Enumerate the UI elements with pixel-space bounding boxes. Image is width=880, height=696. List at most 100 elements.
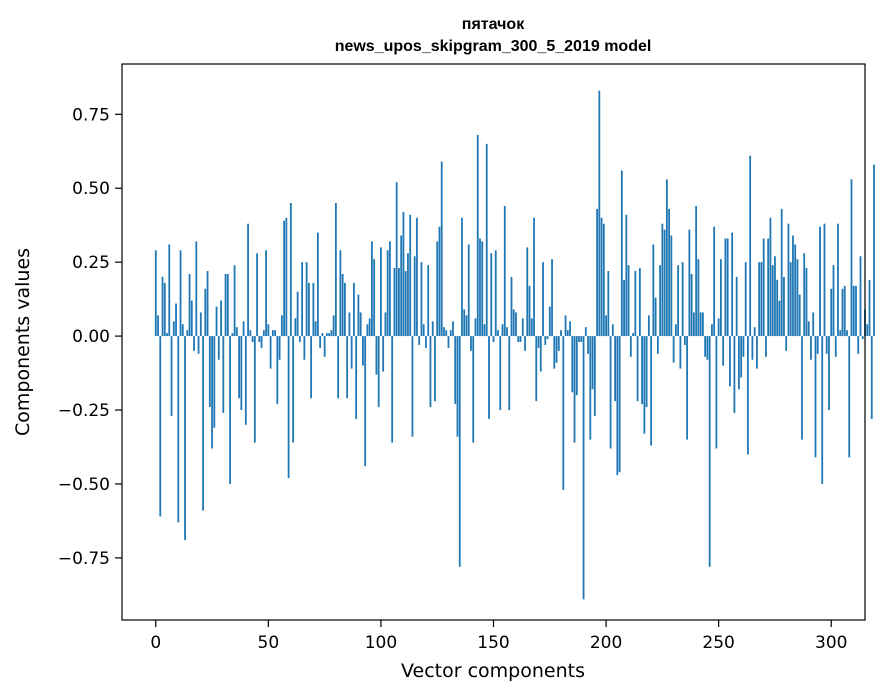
bar bbox=[382, 336, 385, 372]
bar bbox=[217, 336, 220, 360]
bar bbox=[161, 276, 164, 337]
bar bbox=[756, 336, 758, 369]
bar bbox=[562, 336, 565, 490]
bar bbox=[240, 336, 243, 411]
bar bbox=[747, 336, 749, 455]
bar bbox=[566, 330, 569, 337]
x-tick-label: 100 bbox=[365, 633, 397, 653]
bar bbox=[738, 336, 740, 390]
bar bbox=[384, 312, 387, 337]
bar bbox=[208, 336, 211, 408]
bar bbox=[211, 336, 213, 449]
bar bbox=[269, 336, 272, 369]
bar bbox=[213, 336, 216, 428]
bar bbox=[197, 336, 200, 354]
bar bbox=[722, 336, 725, 366]
bar bbox=[778, 300, 781, 337]
bar bbox=[690, 273, 693, 337]
bar bbox=[555, 336, 558, 363]
bar bbox=[512, 309, 515, 337]
bar bbox=[868, 279, 871, 337]
bar bbox=[172, 321, 175, 337]
bar bbox=[465, 315, 468, 337]
bar bbox=[438, 226, 441, 337]
bar bbox=[312, 282, 315, 337]
bar bbox=[389, 241, 391, 337]
bar bbox=[373, 259, 376, 337]
bar bbox=[368, 318, 371, 337]
bar bbox=[661, 223, 664, 337]
bar bbox=[449, 330, 452, 337]
bar bbox=[344, 282, 346, 337]
bar bbox=[699, 312, 702, 337]
bar bbox=[285, 217, 288, 337]
y-tick-label: 0.00 bbox=[72, 327, 110, 347]
bar bbox=[247, 223, 249, 337]
x-tick-label: 0 bbox=[150, 633, 161, 653]
bar bbox=[821, 336, 824, 484]
bar bbox=[481, 241, 484, 337]
bar bbox=[634, 271, 637, 337]
bar bbox=[805, 268, 808, 337]
bar bbox=[713, 226, 716, 337]
bar bbox=[735, 276, 738, 337]
bar bbox=[787, 223, 790, 337]
bar bbox=[674, 324, 677, 337]
bar bbox=[668, 208, 671, 337]
bar bbox=[521, 318, 524, 337]
y-tick-label: 0.50 bbox=[72, 179, 110, 199]
bar bbox=[524, 336, 526, 351]
bar bbox=[193, 336, 195, 351]
bar bbox=[605, 315, 607, 337]
bar bbox=[443, 327, 445, 337]
bar bbox=[188, 273, 191, 337]
bar bbox=[776, 279, 779, 337]
bar bbox=[260, 336, 263, 348]
bar bbox=[341, 273, 344, 337]
bar bbox=[168, 244, 171, 337]
bar bbox=[472, 336, 475, 443]
bar bbox=[546, 336, 549, 340]
bar bbox=[654, 297, 657, 337]
bar bbox=[526, 247, 529, 337]
bar bbox=[670, 235, 673, 337]
bar bbox=[537, 336, 540, 348]
bar bbox=[616, 336, 619, 476]
x-tick-label: 200 bbox=[590, 633, 622, 653]
bar bbox=[569, 321, 571, 337]
bar bbox=[792, 235, 794, 337]
bar bbox=[499, 336, 502, 411]
bar bbox=[528, 285, 531, 337]
bar bbox=[515, 312, 517, 337]
bar bbox=[476, 134, 479, 337]
bar bbox=[740, 336, 743, 378]
bar bbox=[731, 232, 734, 337]
bar bbox=[780, 208, 783, 337]
bar bbox=[289, 203, 292, 337]
bar bbox=[706, 336, 709, 360]
bar bbox=[463, 309, 466, 337]
bar bbox=[202, 336, 204, 511]
bar bbox=[794, 244, 797, 337]
bar bbox=[785, 336, 788, 351]
bar bbox=[303, 336, 306, 360]
bar bbox=[337, 336, 340, 399]
bar bbox=[316, 232, 319, 337]
bar bbox=[823, 223, 826, 337]
bar bbox=[753, 327, 756, 337]
bar bbox=[238, 336, 240, 399]
bar bbox=[416, 217, 418, 337]
bar bbox=[846, 330, 848, 337]
bar bbox=[542, 262, 544, 337]
bar bbox=[447, 336, 450, 348]
bar bbox=[402, 211, 405, 337]
bar bbox=[625, 214, 628, 337]
bar bbox=[564, 315, 567, 337]
bar bbox=[744, 262, 747, 337]
bar bbox=[362, 336, 364, 366]
chart-title: пятачок bbox=[462, 16, 525, 33]
bar bbox=[749, 155, 752, 337]
bar bbox=[256, 253, 258, 337]
bar bbox=[490, 253, 493, 337]
bar bbox=[715, 336, 718, 449]
